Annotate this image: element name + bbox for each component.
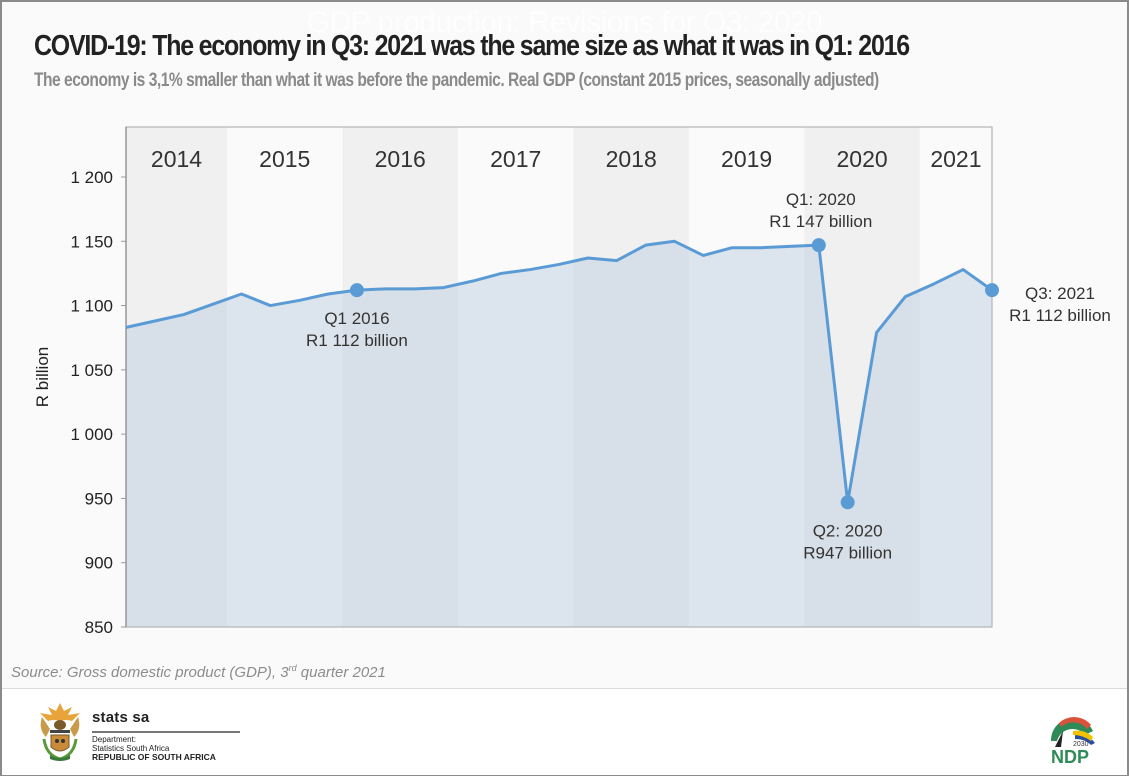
highlight-point [840,495,855,510]
y-tick-label: 900 [85,554,113,573]
annotation-value: R1 112 billion [1009,306,1111,325]
y-axis-label: R billion [33,347,52,407]
annotation-value: R947 billion [803,543,892,562]
year-band-2018 [573,127,689,627]
y-tick-label: 1 100 [70,297,113,316]
year-band-2015 [227,127,343,627]
brand-name: stats sa [92,709,150,726]
year-label-2017: 2017 [490,146,541,172]
y-tick-label: 1 150 [70,232,113,251]
chart-title: COVID-19: The economy in Q3: 2021 was th… [34,30,910,62]
highlight-point [985,283,999,298]
year-band-2016 [342,127,458,627]
year-label-2019: 2019 [721,146,772,172]
dept-line-1: Department: [92,735,137,744]
year-band-2020 [804,127,920,627]
gdp-area-fill [126,241,992,628]
annotation-value: R1 147 billion [769,212,872,231]
y-tick-label: 850 [85,618,113,637]
year-label-2020: 2020 [837,146,888,172]
annotation-value: R1 112 billion [306,331,408,350]
year-band-2019 [688,127,805,627]
y-tick-label: 950 [85,489,113,508]
source-suffix: quarter 2021 [296,664,386,681]
y-tick-label: 1 200 [70,168,113,187]
dept-line-2: Statistics South Africa [92,744,170,753]
footer: stats sa Department: Statistics South Af… [2,688,1127,775]
annotation-period: Q2: 2020 [813,521,883,540]
ndp-2030-logo: 2030 NDP [1050,717,1095,765]
source-prefix: Source: Gross domestic product (GDP), 3 [11,664,289,681]
year-label-2018: 2018 [606,146,657,172]
chart-subtitle: The economy is 3,1% smaller than what it… [34,70,879,91]
ndp-year: 2030 [1073,741,1089,748]
year-label-2015: 2015 [259,146,310,172]
highlight-point [349,283,364,298]
coat-of-arms-icon [40,703,80,761]
source-note: Source: Gross domestic product (GDP), 3r… [11,663,386,681]
department-text: Department: Statistics South Africa REPU… [92,735,216,762]
y-tick-label: 1 050 [70,361,113,380]
year-band-2021 [919,127,992,627]
source-sup: rd [288,663,297,673]
annotation-period: Q1 2016 [324,309,389,328]
annotation-period: Q1: 2020 [786,190,856,209]
gdp-area-chart: 2014 2015 2016 2017 2018 2019 2020 2021 850 900 9… [33,126,1111,637]
year-label-2021: 2021 [930,146,981,172]
year-band-2014 [126,127,228,627]
highlight-point [811,238,826,253]
year-label-2016: 2016 [375,146,426,172]
dept-line-3: REPUBLIC OF SOUTH AFRICA [92,752,216,762]
stats-sa-logo: stats sa Department: Statistics South Af… [36,699,240,769]
year-label-2014: 2014 [151,146,202,172]
ndp-text: NDP [1051,747,1089,765]
brand-divider [92,731,240,733]
watermark-text: GDP production: Revisions for Q3: 2020 [306,6,823,39]
annotation-period: Q3: 2021 [1025,284,1095,303]
y-tick-label: 1 000 [70,425,113,444]
year-band-2017 [457,127,574,627]
